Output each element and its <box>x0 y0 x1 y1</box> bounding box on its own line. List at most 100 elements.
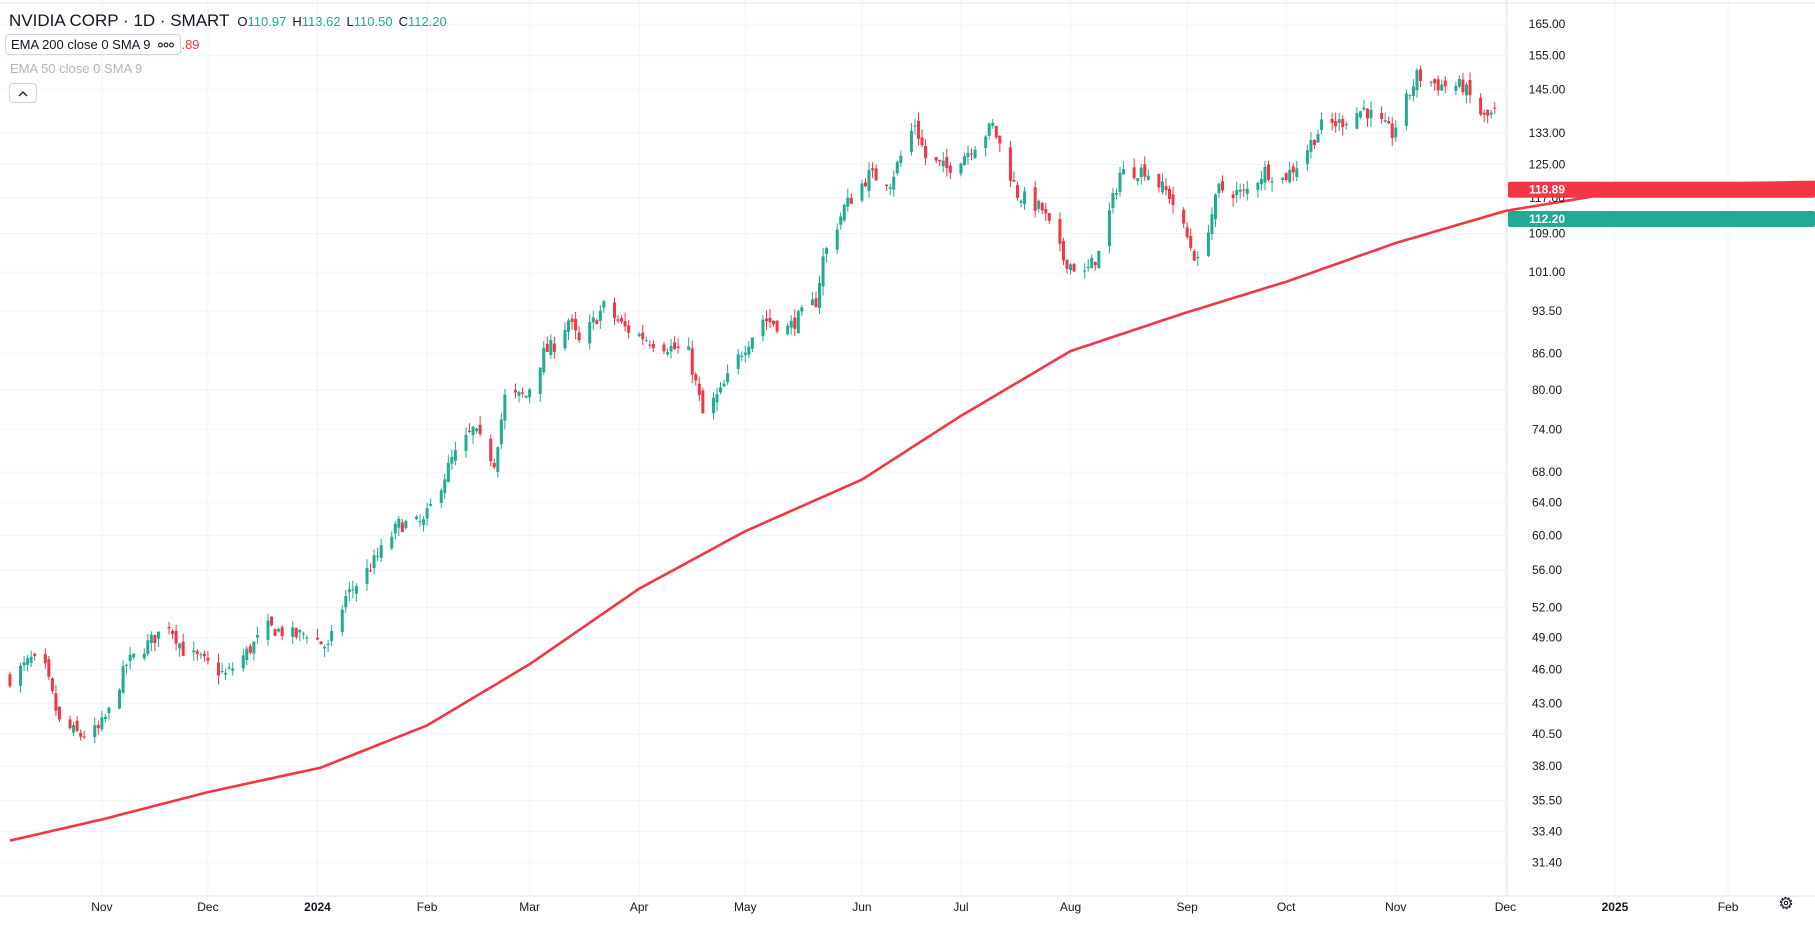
x-tick-label: Mar <box>519 900 540 914</box>
candle-body <box>270 616 274 626</box>
candle-body <box>1143 164 1147 177</box>
candle-body <box>1482 112 1486 115</box>
x-tick-label: Apr <box>630 900 649 914</box>
candle-body <box>1217 183 1221 194</box>
candle-body <box>499 419 503 445</box>
candle-body <box>280 627 284 637</box>
candle-body <box>888 187 892 189</box>
y-tick-label: 68.00 <box>1532 465 1562 479</box>
candle-body <box>248 646 252 653</box>
candle-body <box>1069 264 1073 271</box>
candle-body <box>938 159 942 162</box>
candle-body <box>1058 219 1062 244</box>
candle-body <box>602 301 606 308</box>
candle-body <box>1355 113 1359 129</box>
candle-body <box>690 348 694 375</box>
candle-body <box>750 337 754 349</box>
candle-body <box>669 345 673 352</box>
candle-body <box>217 662 221 676</box>
indicator-ema200-legend[interactable]: EMA 200 close 0 SMA 9 <box>5 33 182 55</box>
chart-settings-button[interactable] <box>1776 895 1796 915</box>
candle-body <box>1242 189 1246 191</box>
candle-body <box>1086 266 1090 269</box>
candle-body <box>899 155 903 163</box>
candle-body <box>909 130 913 152</box>
candle-body <box>1168 188 1172 199</box>
candle-body <box>1341 118 1345 127</box>
x-tick-label: Aug <box>1060 900 1081 914</box>
candle-body <box>1196 256 1200 259</box>
candle-body <box>715 394 719 403</box>
candle-body <box>72 724 76 733</box>
close-label: C <box>398 14 408 29</box>
x-tick-label: 2025 <box>1602 900 1629 914</box>
candle-body <box>1015 184 1019 198</box>
candle-body <box>1047 213 1051 221</box>
candle-body <box>528 389 532 398</box>
candle-body <box>892 176 896 190</box>
candle-body <box>1489 112 1493 115</box>
candle-body <box>1454 85 1458 91</box>
candle-body <box>1061 240 1065 261</box>
candle-body <box>29 656 33 663</box>
candle-body <box>761 319 765 337</box>
candle-body <box>316 637 320 640</box>
price-tag-bg <box>1508 211 1815 228</box>
ellipsis-icon[interactable] <box>158 37 175 51</box>
candle-body <box>47 659 51 677</box>
candle-body <box>82 736 86 738</box>
x-tick-label: Oct <box>1277 900 1296 914</box>
y-tick-label: 43.00 <box>1532 697 1562 711</box>
candle-body <box>1114 192 1118 195</box>
candle-body <box>1270 181 1274 183</box>
candle-body <box>100 717 104 730</box>
candle-body <box>994 125 998 138</box>
candle-body <box>1394 127 1398 138</box>
candle-body <box>192 650 196 653</box>
candle-body <box>425 508 429 519</box>
y-tick-label: 145.00 <box>1529 82 1566 96</box>
candle-body <box>917 120 921 139</box>
candle-body <box>895 161 899 174</box>
candle-body <box>1433 79 1437 84</box>
chevron-up-icon <box>18 84 28 102</box>
candle-body <box>591 317 595 323</box>
candle-body <box>1362 107 1366 110</box>
candle-body <box>517 391 521 396</box>
symbol-title[interactable]: NVIDIA CORP · 1D · SMART <box>9 11 230 30</box>
candle-body <box>224 672 228 675</box>
candle-body <box>1033 187 1037 211</box>
open-label: O <box>237 14 248 29</box>
x-tick-label: Feb <box>417 900 438 914</box>
collapse-legend-button[interactable] <box>9 83 37 103</box>
candle-body <box>1023 191 1027 205</box>
candle-body <box>277 628 281 632</box>
candle-body <box>132 653 136 658</box>
candle-body <box>379 545 383 558</box>
candle-body <box>867 170 871 192</box>
candle-body <box>1493 107 1497 109</box>
candle-body <box>1008 147 1012 181</box>
candle-body <box>1479 97 1483 115</box>
x-tick-label: Nov <box>1385 900 1406 914</box>
candle-body <box>1083 270 1087 272</box>
candle-body <box>800 307 804 312</box>
candle-body <box>860 183 864 201</box>
candle-body <box>1040 203 1044 211</box>
y-tick-label: 38.00 <box>1532 759 1562 773</box>
candle-body <box>305 637 309 639</box>
indicator-ema50-legend[interactable]: EMA 50 close 0 SMA 9 <box>10 61 142 76</box>
candle-body <box>93 725 97 738</box>
candle-body <box>719 387 723 393</box>
candle-body <box>616 319 620 321</box>
candle-body <box>1065 259 1069 269</box>
candle-body <box>810 299 814 306</box>
x-tick-label: May <box>734 900 757 914</box>
candle-body <box>740 355 744 357</box>
indicator-ema50-label: EMA 50 close 0 SMA 9 <box>10 61 143 76</box>
candle-body <box>948 165 952 173</box>
candle-body <box>1284 173 1288 180</box>
candle-body <box>453 450 457 461</box>
x-tick-label: Sep <box>1177 900 1199 914</box>
